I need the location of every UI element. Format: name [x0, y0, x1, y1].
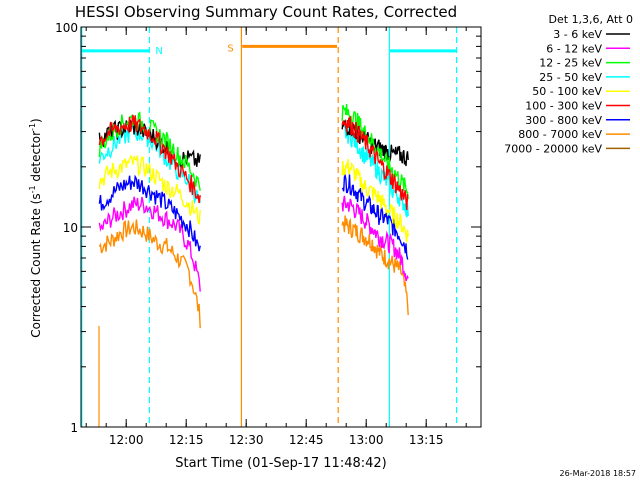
legend-label-5: 100 - 300 keV — [525, 100, 602, 113]
y-tick-label-2: 100 — [55, 21, 78, 35]
series-5-seg1 — [98, 114, 201, 204]
x-tick-label-1: 12:15 — [169, 433, 204, 447]
legend-label-4: 50 - 100 keV — [532, 85, 602, 98]
y-tick-label-1: 10 — [63, 221, 78, 235]
x-tick-label-3: 12:45 — [289, 433, 324, 447]
series-3-seg2 — [341, 123, 409, 218]
y-ticks: 1 10 100 — [55, 21, 481, 435]
x-axis-label: Start Time (01-Sep-17 11:48:42) — [175, 456, 386, 471]
x-tick-label-0: 12:00 — [109, 433, 144, 447]
plot-frame — [80, 26, 482, 428]
y-axis-label: Corrected Count Rate (s-1 detector-1) — [28, 118, 43, 337]
x-tick-label-4: 13:00 — [349, 433, 384, 447]
x-tick-label-2: 12:30 — [229, 433, 264, 447]
legend-label-2: 12 - 25 keV — [539, 57, 602, 70]
x-ticks: 12:00 12:15 12:30 12:45 13:00 13:15 — [85, 27, 467, 447]
series-7-seg1 — [98, 219, 201, 329]
annotation-label-N: N — [155, 46, 162, 57]
x-tick-label-5: 13:15 — [409, 433, 444, 447]
series-6-seg1 — [98, 174, 201, 252]
y-tick-label-0: 1 — [70, 421, 78, 435]
legend-label-6: 300 - 800 keV — [525, 114, 602, 127]
series-1-seg1 — [98, 196, 201, 292]
legend-label-8: 7000 - 20000 keV — [504, 142, 602, 155]
legend-label-3: 25 - 50 keV — [539, 71, 602, 84]
legend-header: Det 1,3,6, Att 0 — [549, 13, 633, 26]
series-1-seg2 — [341, 195, 409, 282]
series-4-seg1 — [98, 154, 201, 225]
chart-title: HESSI Observing Summary Count Rates, Cor… — [75, 3, 457, 21]
series-layer — [98, 104, 409, 427]
series-4-seg2 — [341, 159, 409, 243]
legend-label-1: 6 - 12 keV — [546, 42, 602, 55]
series-5-seg2 — [341, 116, 409, 210]
series-7-seg2 — [341, 215, 409, 316]
series-6-seg2 — [341, 172, 409, 260]
legend-label-0: 3 - 6 keV — [553, 28, 602, 41]
timestamp: 26-Mar-2018 18:57 — [560, 469, 637, 478]
legend-label-7: 800 - 7000 keV — [518, 128, 602, 141]
annotation-label-S: S — [227, 43, 233, 54]
series-2-seg2 — [341, 104, 409, 200]
